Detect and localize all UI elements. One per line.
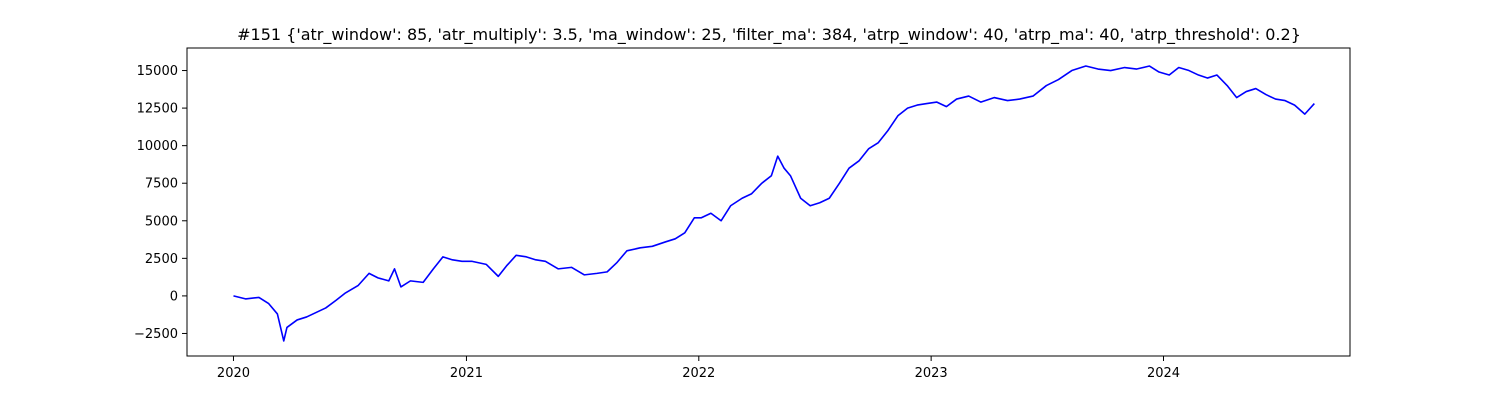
x-tick-label: 2023	[915, 366, 948, 381]
y-tick-label: 12500	[137, 102, 178, 117]
chart-title: #151 {'atr_window': 85, 'atr_multiply': …	[237, 25, 1301, 45]
y-tick-label: 2500	[145, 252, 178, 267]
plot-area-group	[233, 65, 1315, 342]
x-tick-label: 2020	[217, 366, 250, 381]
plot-frame	[186, 47, 1351, 357]
y-tick-label: 10000	[137, 139, 178, 154]
axes-ticks: −2500 0 2500 5000 7500 10000 12500 15000 2020 202…	[134, 64, 1180, 381]
y-tick-label: 5000	[145, 214, 178, 229]
equity-curve-line	[233, 65, 1315, 342]
x-tick-label: 2022	[682, 366, 715, 381]
y-tick-label: 7500	[145, 177, 178, 192]
y-tick-label: −2500	[134, 327, 178, 342]
x-tick-label: 2021	[450, 366, 483, 381]
y-tick-label: 0	[170, 289, 178, 304]
x-tick-label: 2024	[1147, 366, 1180, 381]
y-tick-label: 15000	[137, 64, 178, 79]
